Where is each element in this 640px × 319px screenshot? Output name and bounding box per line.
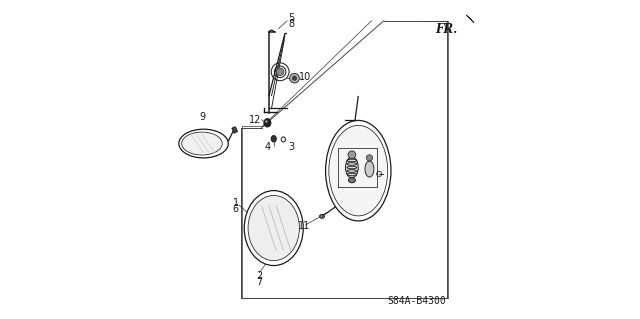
Ellipse shape bbox=[329, 125, 388, 216]
Text: 7: 7 bbox=[256, 277, 262, 287]
Ellipse shape bbox=[248, 196, 300, 261]
Ellipse shape bbox=[365, 161, 374, 177]
Text: 3: 3 bbox=[288, 142, 294, 152]
Ellipse shape bbox=[265, 120, 268, 123]
Ellipse shape bbox=[182, 132, 222, 155]
Circle shape bbox=[366, 155, 372, 161]
Ellipse shape bbox=[348, 178, 355, 183]
Ellipse shape bbox=[179, 129, 228, 158]
Circle shape bbox=[292, 76, 297, 80]
Circle shape bbox=[348, 151, 356, 159]
Text: 1: 1 bbox=[232, 197, 239, 208]
Circle shape bbox=[290, 73, 300, 83]
Text: 9: 9 bbox=[199, 112, 205, 122]
Text: 4: 4 bbox=[264, 142, 271, 152]
Text: S84A-B4300: S84A-B4300 bbox=[387, 296, 446, 306]
Ellipse shape bbox=[346, 157, 358, 178]
Ellipse shape bbox=[264, 119, 271, 127]
Polygon shape bbox=[466, 15, 474, 23]
Polygon shape bbox=[232, 127, 237, 133]
Text: FR.: FR. bbox=[435, 23, 457, 36]
Text: 2: 2 bbox=[256, 271, 262, 281]
Text: 6: 6 bbox=[232, 204, 239, 214]
Ellipse shape bbox=[281, 137, 285, 142]
Text: 10: 10 bbox=[300, 71, 312, 82]
Text: 5: 5 bbox=[288, 13, 294, 23]
Text: 8: 8 bbox=[288, 19, 294, 29]
Ellipse shape bbox=[319, 214, 324, 218]
Text: 12: 12 bbox=[248, 115, 261, 125]
Circle shape bbox=[276, 68, 284, 76]
Ellipse shape bbox=[326, 120, 391, 221]
Ellipse shape bbox=[244, 191, 303, 265]
Text: 11: 11 bbox=[298, 221, 310, 232]
Ellipse shape bbox=[271, 136, 276, 142]
